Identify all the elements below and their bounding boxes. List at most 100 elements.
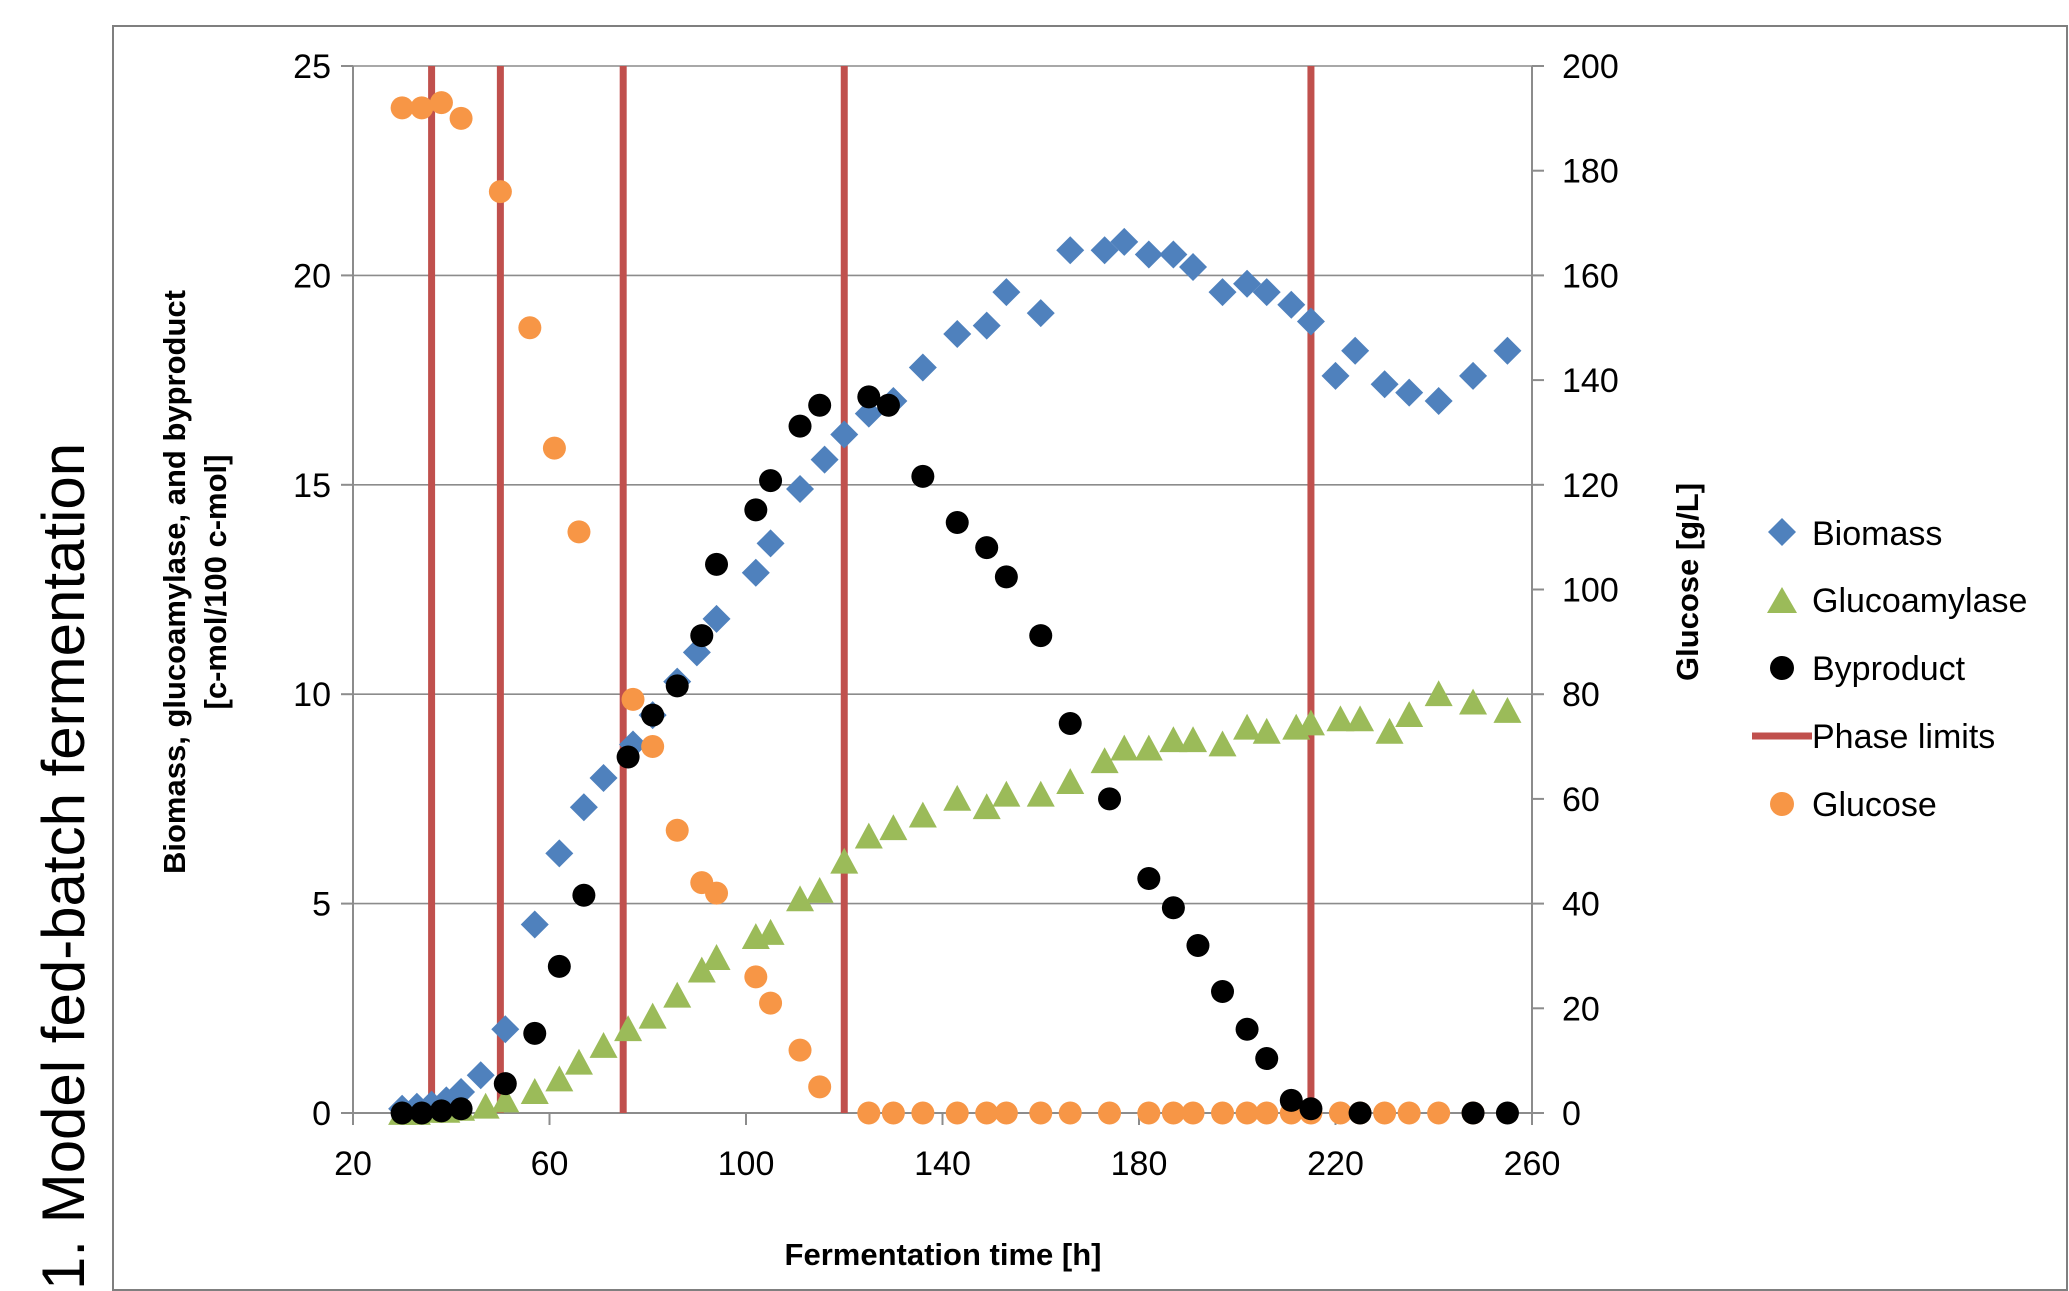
biomass-point — [1459, 361, 1488, 390]
glucoamylase-point — [805, 877, 834, 903]
byproduct-point — [641, 703, 665, 727]
glucose-point — [518, 316, 542, 340]
phase-limit-lines — [428, 66, 1315, 1113]
biomass-point — [786, 474, 815, 503]
biomass-point — [1341, 336, 1370, 365]
glucose-point — [665, 818, 689, 842]
legend-byproduct-marker — [1770, 656, 1794, 680]
biomass-point — [854, 399, 883, 428]
glucoamylase-point — [1110, 734, 1139, 761]
legend-biomass-label: Biomass — [1812, 515, 1942, 553]
glucoamylase-point — [520, 1078, 549, 1104]
y-left-tick-label: 25 — [293, 48, 331, 86]
byproduct-point — [1495, 1101, 1519, 1125]
y-left-tick-label: 10 — [293, 676, 331, 714]
legend-glucoamylase-marker — [1767, 587, 1797, 613]
biomass-point — [1179, 253, 1208, 282]
glucose-point — [1397, 1101, 1421, 1125]
glucoamylase-point — [854, 822, 883, 849]
legend-item-glucose: Glucose — [1770, 786, 1937, 824]
glucose-point — [390, 96, 414, 120]
biomass-point — [1296, 307, 1325, 336]
glucose-point — [1211, 1101, 1235, 1125]
y-left-tick-label: 5 — [312, 886, 331, 924]
biomass-point — [569, 793, 598, 822]
biomass-point — [992, 278, 1021, 307]
legend-item-biomass: Biomass — [1768, 515, 1942, 553]
biomass-point — [1424, 387, 1453, 416]
y-right-tick-label: 200 — [1562, 48, 1619, 86]
byproduct-point — [994, 565, 1018, 589]
glucoamylase-point — [1090, 747, 1119, 774]
byproduct-point — [876, 393, 900, 417]
byproduct-point — [945, 510, 969, 534]
legend-phase-limits-label: Phase limits — [1812, 718, 1995, 756]
glucoamylase-point — [663, 981, 692, 1008]
glucoamylase-point — [589, 1031, 618, 1058]
y-axis-left-label-line1: Biomass, glucoamylase, and byproduct — [157, 290, 192, 874]
y-right-tick-label: 100 — [1562, 572, 1619, 610]
x-tick-label: 140 — [914, 1145, 971, 1183]
byproduct-point — [788, 414, 812, 438]
byproduct-point — [1299, 1097, 1323, 1121]
byproduct-point — [911, 464, 935, 488]
legend-glucose-label: Glucose — [1812, 786, 1937, 824]
glucoamylase-point — [1252, 717, 1281, 744]
glucose-point — [1427, 1101, 1451, 1125]
glucose-point — [1181, 1101, 1205, 1125]
legend-item-glucoamylase: Glucoamylase — [1767, 582, 2027, 620]
y-right-tick-label: 80 — [1562, 676, 1600, 714]
glucoamylase-point — [1134, 734, 1163, 761]
biomass-point — [1110, 227, 1139, 256]
biomass-point — [545, 839, 574, 868]
glucoamylase-point — [491, 1086, 520, 1113]
byproduct-point — [390, 1101, 414, 1125]
biomass-point — [1026, 299, 1055, 328]
glucose-point — [975, 1101, 999, 1125]
glucoamylase-point — [545, 1065, 574, 1092]
byproduct-point — [429, 1099, 453, 1123]
biomass-point — [589, 763, 618, 792]
glucoamylase-point — [702, 944, 731, 970]
glucose-point — [542, 436, 566, 460]
y-axis-right-label: Glucose [g/L] — [1670, 483, 1705, 681]
byproduct-point — [1098, 787, 1122, 811]
biomass-point — [756, 529, 785, 558]
glucoamylase-point — [943, 784, 972, 811]
glucoamylase-point — [786, 885, 815, 912]
byproduct-point — [759, 469, 783, 493]
biomass-point — [1056, 236, 1085, 265]
byproduct-point — [1255, 1047, 1279, 1071]
biomass-point — [810, 445, 839, 474]
glucose-point — [994, 1101, 1018, 1125]
byproduct-point — [1058, 712, 1082, 736]
glucoamylase-point — [687, 956, 716, 983]
byproduct-point — [1137, 866, 1161, 890]
x-axis-label: Fermentation time [h] — [785, 1237, 1102, 1272]
biomass-point — [491, 1015, 520, 1044]
glucoamylase-point — [1395, 701, 1424, 728]
x-tick-label: 60 — [531, 1145, 569, 1183]
glucose-point — [911, 1101, 935, 1125]
glucoamylase-point — [564, 1048, 593, 1075]
glucoamylase-point — [1326, 705, 1355, 732]
glucose-point — [1235, 1101, 1259, 1125]
y-left-tick-label: 0 — [312, 1095, 331, 1133]
byproduct-point — [616, 745, 640, 769]
glucoamylase-point — [972, 793, 1001, 820]
x-tick-label: 260 — [1504, 1145, 1561, 1183]
biomass-point — [1233, 269, 1262, 298]
y-right-tick-label: 60 — [1562, 781, 1600, 819]
glucoamylase-point — [830, 847, 859, 874]
glucoamylase-point — [1424, 680, 1453, 707]
byproduct-point — [705, 552, 729, 576]
byproduct-point — [410, 1101, 434, 1125]
glucoamylase-point — [992, 780, 1021, 807]
glucose-point — [621, 687, 645, 711]
y-right-tick-label: 140 — [1562, 362, 1619, 400]
biomass-point — [1208, 278, 1237, 307]
glucose-point — [788, 1038, 812, 1062]
glucose-point — [808, 1075, 832, 1099]
